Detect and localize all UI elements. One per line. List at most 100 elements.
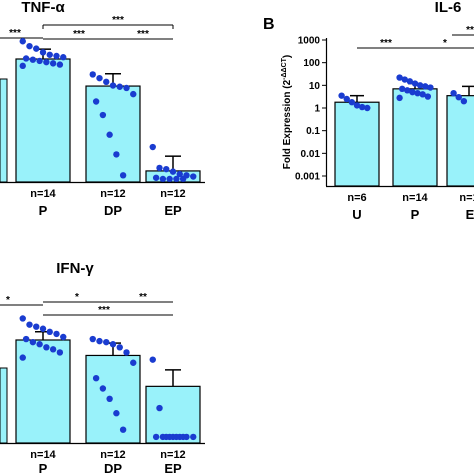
tnf-xlabel-dp: DP <box>104 203 122 218</box>
tnf-bar-u-partial <box>0 78 8 183</box>
ifn-point-2-11 <box>179 433 187 441</box>
tnf-point-1-4 <box>116 83 123 90</box>
il6-ytick-label-0: 0.001 <box>295 172 320 183</box>
ifn-point-2-8 <box>159 433 167 441</box>
il6-xlabel-e: E <box>466 207 474 222</box>
il6-point-1-6 <box>427 84 434 91</box>
tnf-point-0-10 <box>43 58 50 66</box>
ifn-point-0-6 <box>60 333 67 341</box>
tnf-xlabel-p: P <box>39 203 48 218</box>
ifn-point-1-11 <box>119 426 127 433</box>
ifn-sig-p-ep: *** <box>98 305 110 316</box>
ifn-point-1-9 <box>106 395 113 402</box>
tnf-point-2-7 <box>152 174 160 181</box>
ifn-point-0-10 <box>43 344 50 351</box>
tnf-point-0-7 <box>22 55 30 62</box>
ifn-xlabel-p-n: n=14 <box>30 449 56 461</box>
tnf-xlabel-dp-n: n=12 <box>100 188 125 200</box>
tnf-xlabel-p-n: n=14 <box>30 188 56 200</box>
tnf-xlabel-ep-n: n=12 <box>160 188 185 200</box>
il6-xlabel-e-n: n=1 <box>459 192 474 204</box>
tnf-sig-p-dp: *** <box>73 29 85 40</box>
tnf-point-0-13 <box>19 62 26 70</box>
il6-sig-upper: ** <box>466 25 474 36</box>
il6-point-1-8 <box>404 87 411 94</box>
tnf-point-1-5 <box>123 84 130 92</box>
il6-panel: B IL-6 Fold Expression (2-ΔΔCT) 0.0010.0… <box>263 0 474 222</box>
ifn-point-2-7 <box>152 433 160 441</box>
ifn-point-0-8 <box>29 338 37 346</box>
il6-point-1-9 <box>409 88 416 96</box>
ifn-gamma-panel: IFN-γ * * ** *** n=14 n=12 n=12 P DP EP <box>0 260 205 474</box>
il6-point-0-1 <box>343 95 350 103</box>
ifn-point-0-1 <box>26 321 33 328</box>
il6-xlabel-p-n: n=14 <box>402 192 428 204</box>
il6-plot <box>334 74 474 187</box>
il6-point-1-13 <box>396 94 403 102</box>
tnf-point-2-11 <box>179 175 187 183</box>
ifn-point-1-8 <box>99 385 107 392</box>
il6-point-1-7 <box>398 85 406 93</box>
tnf-point-2-9 <box>166 175 173 183</box>
ifn-sig-p-dp: * <box>75 292 79 303</box>
tnf-point-1-8 <box>99 111 107 119</box>
il6-point-2-0 <box>450 89 457 97</box>
tnf-point-2-4 <box>176 170 183 178</box>
ifn-xlabel-dp-n: n=12 <box>100 449 125 461</box>
il6-point-2-1 <box>455 93 462 101</box>
tnf-sig-p-ep: *** <box>112 15 124 26</box>
tnf-point-2-2 <box>163 165 170 173</box>
il6-title: IL-6 <box>435 0 462 16</box>
il6-ylabel-close: ) <box>282 55 293 58</box>
tnf-point-1-7 <box>92 98 100 105</box>
ifn-point-1-3 <box>109 341 117 348</box>
ifn-point-0-7 <box>22 335 30 343</box>
tnf-point-0-5 <box>53 52 60 60</box>
tnf-point-1-9 <box>106 131 113 138</box>
il6-point-1-1 <box>401 76 408 83</box>
ifn-point-1-7 <box>92 375 100 382</box>
ifn-point-1-0 <box>89 335 96 343</box>
ifn-gamma-plot <box>15 315 201 444</box>
ifn-point-1-6 <box>130 359 137 366</box>
tnf-point-1-2 <box>103 78 110 86</box>
tnf-point-0-3 <box>39 49 47 56</box>
il6-point-0-4 <box>358 103 366 111</box>
tnf-point-2-1 <box>156 164 163 172</box>
il6-point-1-11 <box>419 91 426 98</box>
ifn-gamma-title: IFN-γ <box>56 260 94 277</box>
il6-point-1-3 <box>411 80 419 87</box>
il6-point-0-0 <box>338 92 345 99</box>
ifn-point-0-2 <box>33 323 40 330</box>
ifn-point-2-0 <box>149 356 156 363</box>
tnf-point-1-0 <box>89 71 96 78</box>
ifn-point-1-5 <box>123 349 130 356</box>
il6-point-0-5 <box>364 104 371 112</box>
ifn-point-0-12 <box>56 349 64 356</box>
tnf-point-0-8 <box>29 56 37 63</box>
ifn-point-2-10 <box>173 433 180 441</box>
ifn-bar-u-partial <box>0 367 8 444</box>
ifn-point-0-5 <box>53 330 60 338</box>
ifn-point-0-13 <box>19 354 26 361</box>
il6-ylabel-main: Fold Expression (2 <box>282 79 293 169</box>
ifn-point-1-2 <box>103 338 110 346</box>
tnf-alpha-title: TNF-α <box>21 0 65 16</box>
ifn-point-0-11 <box>49 346 57 353</box>
tnf-point-1-1 <box>96 74 103 82</box>
ifn-xlabel-ep: EP <box>164 461 182 474</box>
tnf-point-1-10 <box>113 151 120 158</box>
il6-ytick-label-1: 0.01 <box>301 149 321 160</box>
tnf-alpha-plot <box>15 38 201 183</box>
ifn-point-1-1 <box>96 337 103 345</box>
tnf-point-2-3 <box>169 168 177 175</box>
ifn-point-0-9 <box>36 341 43 348</box>
il6-point-1-5 <box>422 83 429 90</box>
ifn-point-0-3 <box>39 325 47 332</box>
il6-panel-label: B <box>263 16 275 33</box>
il6-xlabel-u: U <box>352 207 361 222</box>
tnf-point-0-1 <box>26 42 33 50</box>
il6-point-0-3 <box>353 102 361 109</box>
il6-ytick-label-5: 100 <box>303 58 320 69</box>
